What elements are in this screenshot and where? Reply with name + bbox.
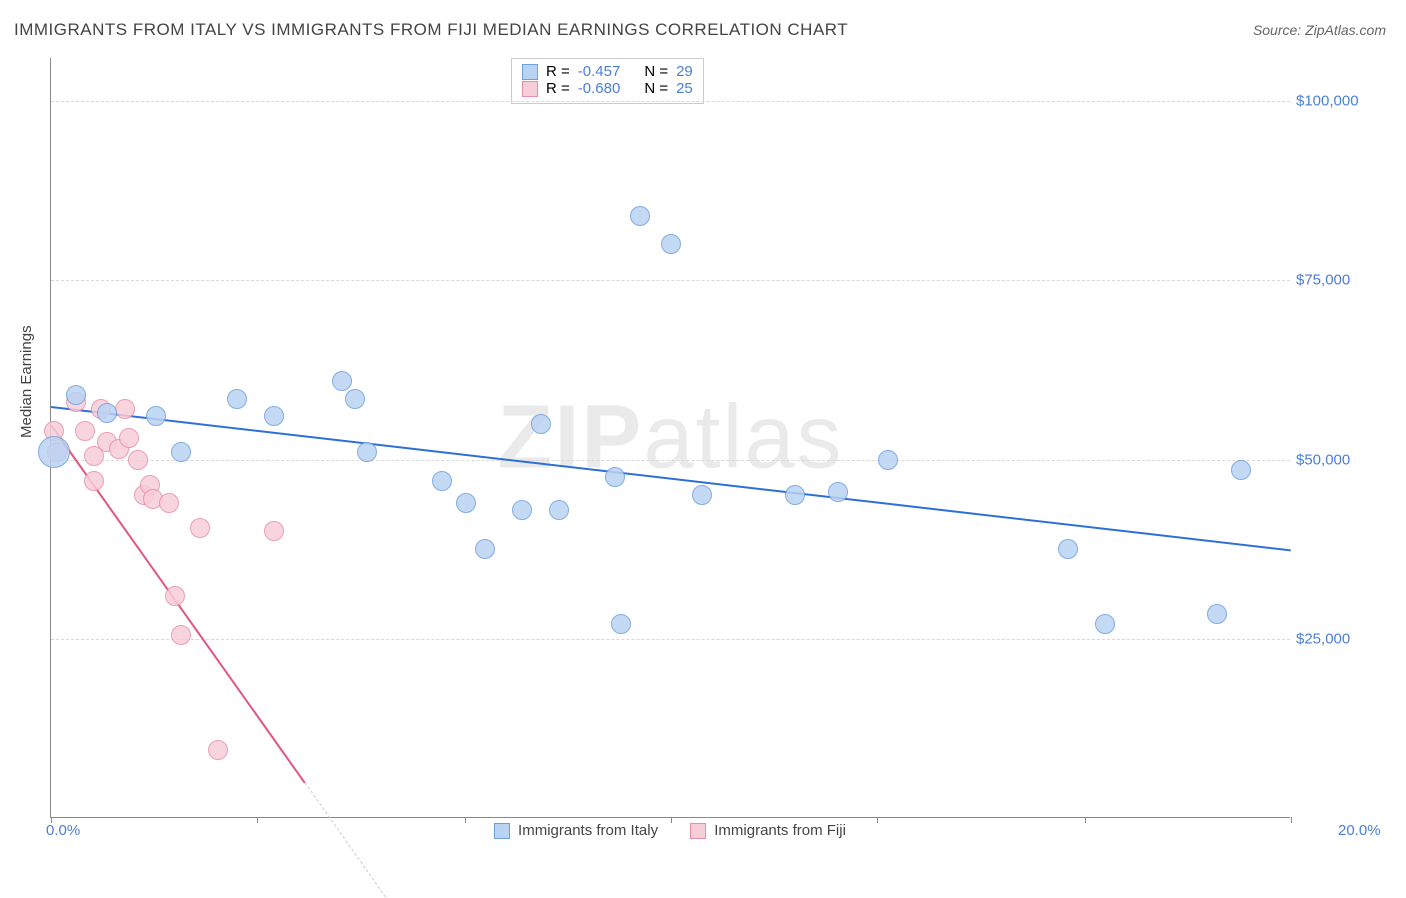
marker-fiji (84, 471, 104, 491)
marker-italy (345, 389, 365, 409)
marker-italy (227, 389, 247, 409)
stats-row-fiji: R = -0.680 N = 25 (522, 80, 693, 97)
marker-italy (785, 485, 805, 505)
marker-italy (146, 406, 166, 426)
marker-italy (456, 493, 476, 513)
legend-label-italy: Immigrants from Italy (518, 822, 658, 839)
n-label-fiji: N = (644, 80, 668, 97)
source-name: ZipAtlas.com (1305, 22, 1386, 38)
marker-italy (630, 206, 650, 226)
marker-italy (1095, 614, 1115, 634)
y-tick-label: $50,000 (1296, 451, 1386, 468)
n-value-fiji: 25 (676, 80, 693, 97)
r-value-fiji: -0.680 (578, 80, 621, 97)
marker-fiji (115, 399, 135, 419)
marker-italy (549, 500, 569, 520)
r-value-italy: -0.457 (578, 63, 621, 80)
marker-italy (692, 485, 712, 505)
marker-italy (357, 442, 377, 462)
watermark-rest: atlas (643, 387, 843, 487)
plot-area: ZIPatlas R = -0.457 N = 29 R = -0.680 N … (50, 58, 1290, 818)
swatch-italy-2 (494, 823, 510, 839)
source-label: Source: ZipAtlas.com (1253, 22, 1386, 38)
marker-italy (66, 385, 86, 405)
legend-item-fiji: Immigrants from Fiji (690, 822, 846, 839)
marker-fiji (190, 518, 210, 538)
marker-italy (828, 482, 848, 502)
n-label-italy: N = (644, 63, 668, 80)
n-value-italy: 29 (676, 63, 693, 80)
marker-italy (512, 500, 532, 520)
y-tick-label: $75,000 (1296, 272, 1386, 289)
marker-fiji (119, 428, 139, 448)
swatch-fiji-2 (690, 823, 706, 839)
marker-italy (611, 614, 631, 634)
legend-item-italy: Immigrants from Italy (494, 822, 658, 839)
gridline (51, 101, 1290, 102)
marker-fiji (128, 450, 148, 470)
y-tick-label: $100,000 (1296, 93, 1386, 110)
marker-italy (432, 471, 452, 491)
marker-italy (475, 539, 495, 559)
y-axis-label: Median Earnings (18, 325, 35, 438)
marker-fiji (165, 586, 185, 606)
gridline (51, 280, 1290, 281)
stats-legend: R = -0.457 N = 29 R = -0.680 N = 25 (511, 58, 704, 104)
x-axis-max-label: 20.0% (1338, 822, 1381, 839)
r-label-fiji: R = (546, 80, 570, 97)
r-label-italy: R = (546, 63, 570, 80)
marker-fiji (75, 421, 95, 441)
source-prefix: Source: (1253, 22, 1305, 38)
plot-wrap: Median Earnings ZIPatlas R = -0.457 N = … (50, 58, 1386, 848)
y-tick-label: $25,000 (1296, 630, 1386, 647)
marker-italy (531, 414, 551, 434)
marker-italy (878, 450, 898, 470)
legend-label-fiji: Immigrants from Fiji (714, 822, 846, 839)
marker-italy (1058, 539, 1078, 559)
marker-italy (97, 403, 117, 423)
marker-italy (1231, 460, 1251, 480)
swatch-italy (522, 64, 538, 80)
marker-italy (661, 234, 681, 254)
marker-italy (605, 467, 625, 487)
x-tick (1291, 817, 1292, 823)
marker-fiji (208, 740, 228, 760)
marker-fiji (171, 625, 191, 645)
marker-italy (332, 371, 352, 391)
gridline (51, 460, 1290, 461)
marker-italy (264, 406, 284, 426)
swatch-fiji (522, 81, 538, 97)
marker-fiji (159, 493, 179, 513)
marker-italy (38, 436, 70, 468)
marker-italy (171, 442, 191, 462)
watermark: ZIPatlas (497, 386, 843, 489)
series-legend: Immigrants from Italy Immigrants from Fi… (50, 822, 1290, 843)
stats-row-italy: R = -0.457 N = 29 (522, 63, 693, 80)
gridline (51, 639, 1290, 640)
trend-line (51, 406, 1291, 551)
chart-title: IMMIGRANTS FROM ITALY VS IMMIGRANTS FROM… (14, 20, 848, 40)
marker-italy (1207, 604, 1227, 624)
marker-fiji (264, 521, 284, 541)
